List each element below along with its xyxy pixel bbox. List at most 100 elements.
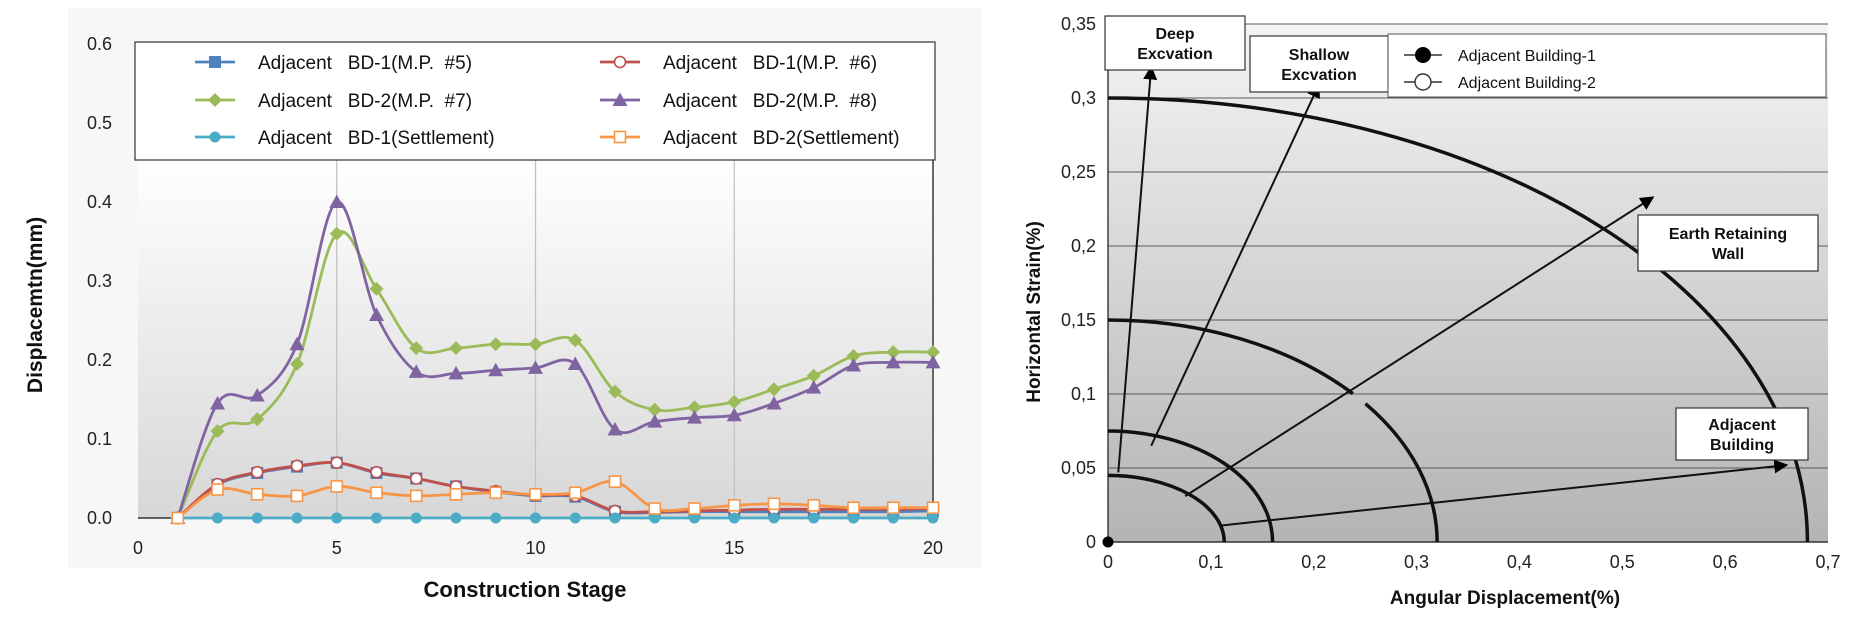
chart1-data-point [369,307,384,321]
chart1-y-tick-label: 0.2 [87,350,112,370]
chart1-data-point [728,512,740,524]
chart1-data-point [766,395,782,410]
chart2-x-tick-label: 0,4 [1507,552,1532,572]
chart1-data-point [648,502,662,515]
chart1-x-tick-label: 20 [923,538,943,558]
chart1-data-point [490,512,502,524]
chart1-data-point [212,512,223,524]
chart1-data-point [488,337,503,352]
chart1-x-tick-label: 5 [332,538,342,558]
chart1-data-point [489,486,503,500]
chart1-data-point [251,512,263,524]
chart1-data-point [211,483,224,496]
chart1-data-point [925,354,941,369]
chart2-annotation-label: Earth Retaining Wall [1637,214,1819,272]
chart1-data-point [649,512,661,524]
chart1-data-point [450,512,462,524]
chart1-data-point [409,341,424,356]
chart2-annotation-text: Shallow [1289,47,1350,64]
chart1-data-point [528,360,543,374]
chart1-data-point [767,382,781,397]
chart1-y-tick-label: 0.6 [87,34,112,54]
chart2-annotation-text: Earth Retaining [1669,226,1787,243]
chart1-y-tick-label: 0.0 [87,508,112,528]
chart1-data-point [568,486,582,500]
chart1-y-axis-title: Displacemtn(mm) [24,217,47,393]
chart1-series-2 [170,226,940,525]
chart2-annotation-arrow [1150,83,1320,447]
chart1-legend-label: Adjacent BD-2(Settlement) [663,128,900,149]
chart1-data-point [330,480,344,493]
chart2-y-tick-label: 0,35 [1061,14,1096,34]
chart1-data-point [607,422,623,436]
chart1-legend-label: Adjacent BD-1(Settlement) [258,128,495,149]
chart1-data-point [290,489,304,503]
chart1-data-point [569,512,581,524]
chart1-data-point [768,512,780,524]
chart1-data-point [250,412,265,427]
chart1-data-point [608,384,622,399]
chart2-legend-marker [1415,47,1431,63]
chart1-data-point [806,380,822,394]
chart2-damage-boundary [1107,318,1439,543]
chart1-data-point [609,512,621,524]
chart2-annotation-text: Adjacent [1708,417,1776,434]
chart2-legend-box [1387,33,1827,98]
chart2-y-tick-label: 0,2 [1071,236,1096,256]
chart2-y-tick-label: 0 [1086,532,1096,552]
chart1-x-tick-label: 10 [525,538,545,558]
chart2-annotation-box [1104,15,1246,71]
chart2-annotation-text: Excvation [1281,67,1357,84]
chart1-data-point [330,456,344,470]
chart2-damage-boundary [1107,473,1226,543]
chart1-data-point [528,337,543,352]
chart1-data-point [290,459,304,473]
chart2-x-tick-label: 0 [1103,552,1113,572]
chart1-data-point [290,356,304,371]
chart1-y-tick-label: 0.1 [87,429,112,449]
chart1-data-point [726,407,742,422]
chart2-annotation-arrow [1117,65,1158,473]
chart2-annotation-label: Deep Excvation [1104,15,1246,71]
chart1-data-point [210,424,225,439]
chart1-data-point [687,410,702,424]
chart2-y-tick-label: 0,3 [1071,88,1096,108]
chart1-y-tick-label: 0.4 [87,192,112,212]
chart2-annotation-label: Shallow Excvation [1249,35,1389,93]
chart1-legend-marker [612,92,628,106]
chart1-x-tick-label: 0 [133,538,143,558]
chart1-data-point [847,501,860,515]
chart1-x-tick-label: 15 [724,538,744,558]
chart1-legend-item: Adjacent BD-1(M.P. #5) [195,53,472,74]
chart1-data-point [331,512,343,524]
chart1-data-point [887,512,899,524]
damage-criteria-chart: 0 0,05 0,1 0,15 0,2 0,25 0,3 0,35 0 0,1 0,2 0,3 0,4 0… [1024,14,1841,609]
chart1-data-point [448,365,464,380]
chart1-data-point [886,345,901,360]
chart1-legend-marker [613,130,627,144]
chart2-x-axis-title: Angular Displacement(%) [1390,588,1620,609]
chart1-data-point [885,354,901,369]
chart2-y-tick-label: 0,1 [1071,384,1096,404]
chart1-data-point [371,512,382,524]
chart1-data-point [767,497,781,511]
chart2-annotation-text: Excvation [1137,46,1213,63]
chart1-data-point [370,465,383,479]
chart1-data-point [647,414,663,428]
chart2-legend-label: Adjacent Building-2 [1458,75,1596,92]
chart1-legend-label: Adjacent BD-2(M.P. #7) [258,91,472,112]
chart1-y-tick-label: 0.3 [87,271,112,291]
chart1-legend-item: Adjacent BD-2(Settlement) [600,128,900,149]
chart1-data-point [608,475,622,488]
chart1-data-point [250,487,264,501]
chart1-data-point [329,226,344,241]
chart2-annotation-text: Deep [1155,26,1194,43]
chart1-data-point [926,501,940,515]
chart1-data-point [926,345,940,360]
chart2-legend-label: Adjacent Building-1 [1458,48,1596,65]
chart1-data-point [846,358,861,372]
chart1-data-point [449,487,463,501]
chart1-data-point [488,362,504,377]
chart1-data-point [568,333,583,348]
